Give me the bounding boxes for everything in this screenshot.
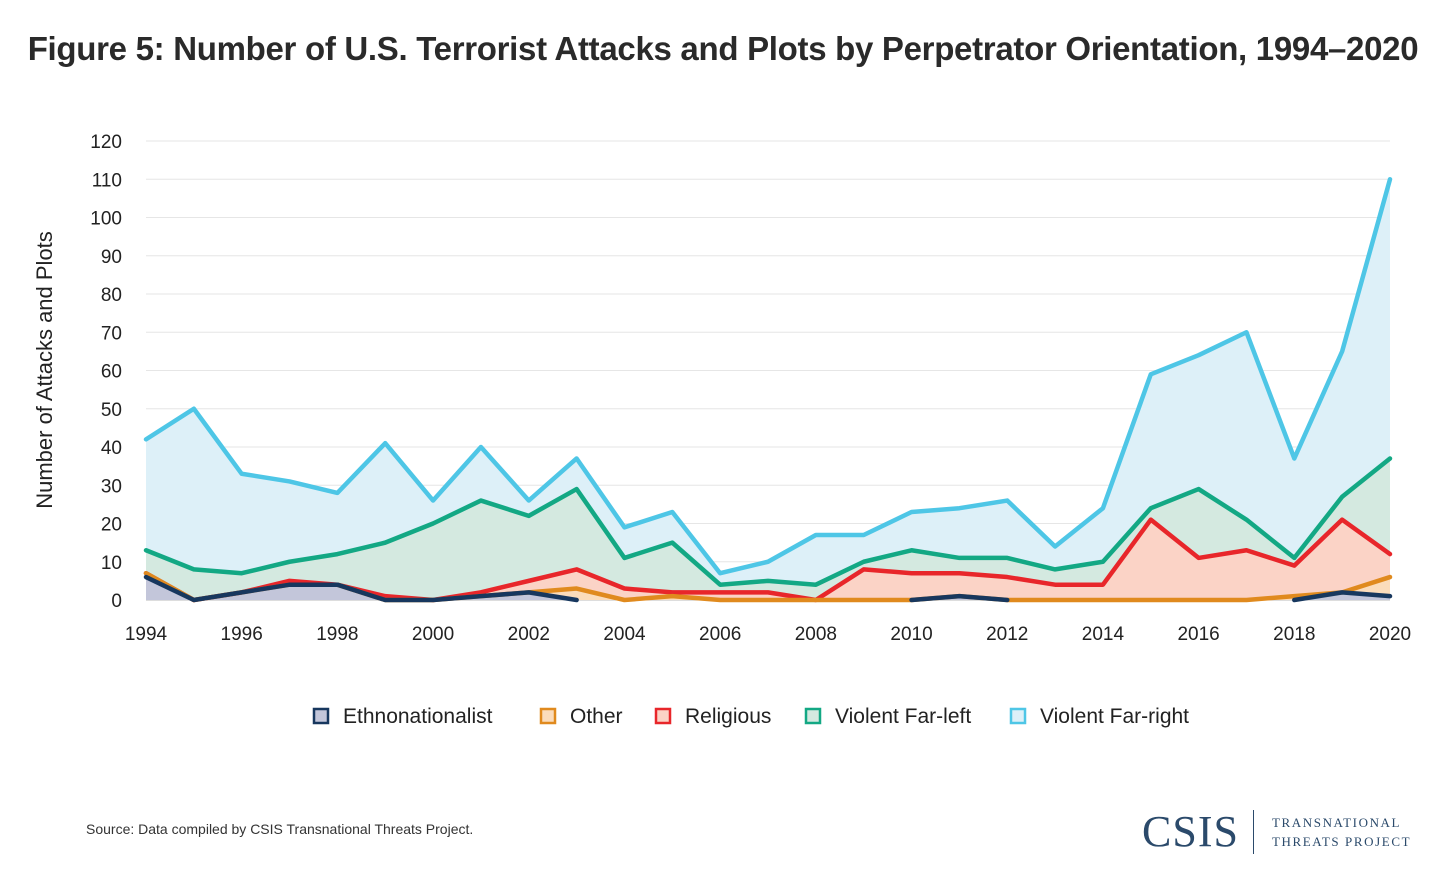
line-violent-far-left (143, 456, 1393, 587)
area-violent-far-left (146, 458, 1390, 600)
x-tick-label: 2014 (1082, 624, 1125, 645)
y-tick-label: 0 (111, 591, 122, 612)
y-tick-label: 30 (101, 476, 122, 497)
legend-label: Violent Far-left (835, 705, 971, 728)
x-tick-label: 2010 (890, 624, 932, 645)
y-tick-label: 100 (90, 209, 122, 230)
line-ethnonationalist (143, 574, 1393, 603)
legend-label: Violent Far-right (1040, 705, 1189, 728)
x-tick-label: 2016 (1177, 624, 1219, 645)
x-tick-label: 2020 (1369, 624, 1411, 645)
logo-main-text: CSIS (1142, 807, 1239, 856)
logo-divider (1252, 809, 1254, 854)
logo-sub-line1: TRANSNATIONAL (1271, 814, 1402, 830)
chart-title: Figure 5: Number of U.S. Terrorist Attac… (27, 30, 1419, 67)
y-tick-label: 120 (90, 132, 122, 153)
x-tick-label: 2008 (795, 624, 837, 645)
legend-swatch (654, 707, 672, 725)
legend-label: Other (570, 705, 623, 728)
x-tick-label: 2000 (412, 624, 454, 645)
y-tick-label: 90 (101, 247, 122, 268)
x-tick-label: 2004 (603, 624, 646, 645)
stacked-area-chart: 0 10 20 30 40 50 60 70 80 90 100 110 120 1994 1996 1998… (32, 132, 1411, 728)
x-tick-label: 2012 (986, 624, 1028, 645)
x-tick-label: 1994 (125, 624, 168, 645)
area-ethnonationalist (146, 577, 1390, 600)
logo-subtitle: TRANSNATIONAL THREATS PROJECT (1272, 813, 1411, 851)
y-axis-label: Number of Attacks and Plots (32, 231, 57, 509)
legend-label: Ethnonationalist (343, 705, 493, 728)
x-tick-label: 2018 (1273, 624, 1315, 645)
y-tick-label: 40 (101, 438, 122, 459)
y-tick-label: 20 (101, 515, 122, 536)
y-tick-label: 70 (101, 323, 122, 344)
source-note: Source: Data compiled by CSIS Transnatio… (86, 821, 474, 837)
x-tick-label: 1998 (316, 624, 358, 645)
legend-swatch (1009, 707, 1027, 725)
area-religious (146, 519, 1390, 600)
legend-swatch (804, 707, 822, 725)
area-violent-far-right (146, 179, 1390, 585)
x-tick-label: 1996 (221, 624, 263, 645)
y-tick-label: 50 (101, 400, 122, 421)
legend-swatch (312, 707, 330, 725)
legend-swatch (539, 707, 557, 725)
legend-label: Religious (685, 705, 771, 728)
x-tick-label: 2006 (699, 624, 741, 645)
x-tick-label: 2002 (508, 624, 550, 645)
y-tick-label: 110 (92, 170, 122, 191)
y-tick-label: 80 (101, 285, 122, 306)
y-tick-label: 60 (101, 362, 122, 383)
csis-logo: CSIS TRANSNATIONAL THREATS PROJECT (1142, 806, 1411, 857)
y-tick-label: 10 (101, 553, 122, 574)
logo-sub-line2: THREATS PROJECT (1271, 833, 1412, 849)
line-violent-far-right (143, 177, 1393, 576)
